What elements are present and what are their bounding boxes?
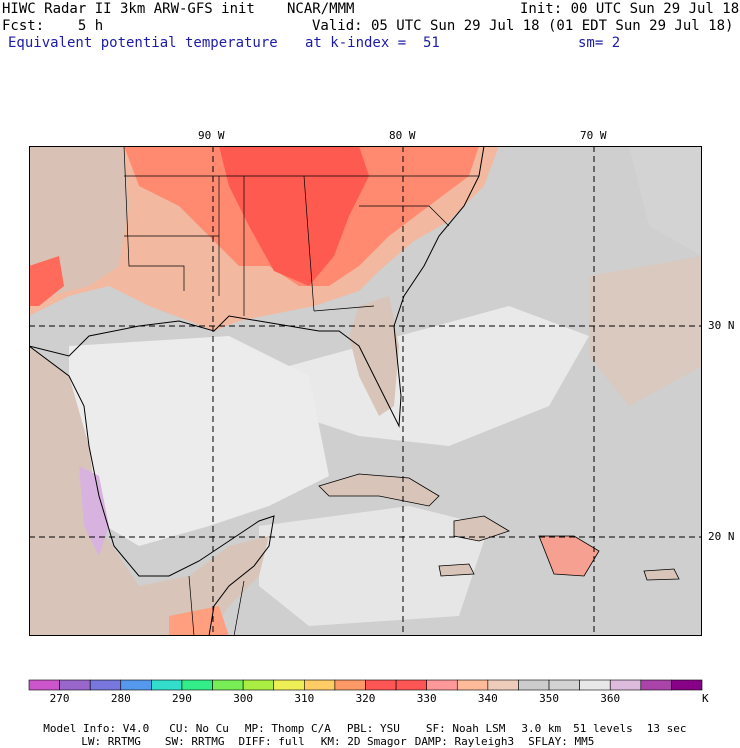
colorbar-boxes [28, 679, 703, 691]
hispaniola-west [453, 515, 510, 542]
mexico-coastline [29, 345, 275, 636]
us-southeast-hot [219, 146, 369, 286]
smoothing-label: sm= 2 [578, 35, 621, 51]
colorbar-label: 350 [539, 692, 559, 705]
caribbean-light-region [259, 506, 489, 626]
footer-damp: DAMP: Rayleigh3 [414, 735, 515, 748]
footer-diff: DIFF: full [238, 735, 305, 748]
forecast-hour: Fcst: 5 h [2, 18, 104, 34]
colorbar-box [89, 679, 122, 691]
footer-line2: LW: RRTMG SW: RRTMG DIFF: full KM: 2D Smago… [68, 724, 594, 748]
theta-e-map [29, 146, 702, 636]
footer-model-info: Model Info: V4.0 [43, 722, 150, 735]
init-time: Init: 00 UTC Sun 29 Jul 18 [520, 1, 740, 17]
colorbar-label: 280 [111, 692, 131, 705]
footer-timestep: 13 sec [646, 722, 687, 735]
lon-label-90w: 90 W [198, 129, 225, 142]
colorbar: 270 280 290 300 310 320 330 340 350 360 K [28, 679, 709, 705]
footer-line1: Model Info: V4.0 CU: No Cu MP: Thomp C/A PB… [30, 711, 687, 735]
footer-sflay: SFLAY: MM5 [528, 735, 595, 748]
colorbar-box [640, 679, 672, 691]
model-title: HIWC Radar II 3km ARW-GFS init [2, 1, 255, 17]
hispaniola [538, 535, 600, 577]
colorbar-box [273, 679, 305, 691]
valid-time: Valid: 05 UTC Sun 29 Jul 18 (01 EDT Sun … [312, 18, 734, 34]
texas-hot-spot [29, 256, 64, 306]
field-name: Equivalent potential temperature [8, 35, 278, 51]
footer-sf: SF: Noah LSM [425, 722, 506, 735]
colorbar-label: 320 [356, 692, 376, 705]
colorbar-labels: 270 280 290 300 310 320 330 340 350 360 [50, 692, 621, 705]
colorbar-box [28, 679, 60, 691]
footer-pbl: PBL: YSU [346, 722, 400, 735]
colorbar-box [579, 679, 611, 691]
mexico-land [29, 346, 269, 636]
colorbar-label: 360 [600, 692, 620, 705]
colorbar-box [334, 679, 366, 691]
lat-label-20n: 20 N [708, 530, 735, 543]
colorbar-label: 310 [294, 692, 314, 705]
lat-label-30n: 30 N [708, 319, 735, 332]
gulf-light-region [69, 336, 329, 546]
political-boundaries [123, 146, 479, 636]
colorbar-box [181, 679, 213, 691]
colorbar-label: 290 [172, 692, 192, 705]
us-coastline [29, 146, 485, 428]
colorbar-box [59, 679, 91, 691]
colorbar-unit: K [702, 692, 709, 705]
footer-sw: SW: RRTMG [164, 735, 225, 748]
footer-mp: MP: Thomp C/A [244, 722, 331, 735]
puerto-rico [643, 568, 680, 581]
mexico-purple-band [79, 466, 109, 556]
atlantic-light-region [289, 306, 589, 446]
colorbar-box [365, 679, 397, 691]
central-america-warm [169, 606, 229, 636]
colorbar-label: 270 [50, 692, 70, 705]
colorbar-label: 340 [478, 692, 498, 705]
footer-dx: 3.0 km [521, 722, 562, 735]
colorbar-box [242, 679, 275, 691]
colorbar-box [548, 679, 580, 691]
colorbar-box [426, 679, 458, 691]
atlantic-tan-region [589, 256, 702, 406]
footer-cu: CU: No Cu [169, 722, 229, 735]
footer-levels: 51 levels [573, 722, 633, 735]
colorbar-label: 330 [417, 692, 437, 705]
colorbar-label: 300 [233, 692, 253, 705]
colorbar-box [456, 679, 489, 691]
level-label: at k-index = 51 [305, 35, 440, 51]
colorbar-box [151, 679, 183, 691]
colorbar-box [487, 679, 519, 691]
colorbar-box [120, 679, 152, 691]
lat-lon-grid [29, 146, 702, 636]
colorbar-box [212, 679, 244, 691]
colorbar-box [518, 679, 550, 691]
org-label: NCAR/MMM [287, 1, 355, 17]
jamaica [438, 563, 475, 577]
map-frame [29, 146, 702, 636]
colorbar-box [609, 679, 642, 691]
colorbar-box [304, 679, 336, 691]
lon-label-80w: 80 W [389, 129, 416, 142]
cuba [318, 473, 440, 507]
colorbar-box [671, 679, 703, 691]
footer-lw: LW: RRTMG [81, 735, 141, 748]
colorbar-box [395, 679, 427, 691]
footer-km: KM: 2D Smagor [320, 735, 407, 748]
lon-label-70w: 70 W [580, 129, 607, 142]
atlantic-gray-region [629, 146, 702, 256]
